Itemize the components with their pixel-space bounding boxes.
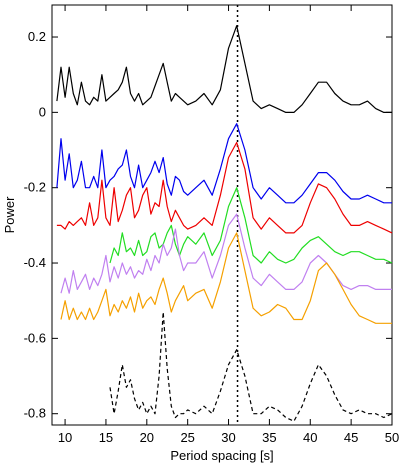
x-tick-label: 35	[262, 430, 276, 445]
y-tick-label: -0.6	[24, 330, 46, 345]
series-line	[109, 311, 393, 422]
x-tick-label: 25	[180, 430, 194, 445]
series-line	[60, 232, 392, 324]
x-tick-label: 30	[221, 430, 235, 445]
x-axis-label: Period spacing [s]	[170, 448, 273, 463]
x-tick-label: 50	[385, 430, 399, 445]
series-line	[60, 213, 392, 294]
y-tick-label: -0.4	[24, 255, 46, 270]
x-tick-label: 20	[140, 430, 154, 445]
x-tick-label: 40	[303, 430, 317, 445]
y-tick-label: 0.2	[28, 29, 46, 44]
series-line	[109, 187, 393, 264]
y-tick-label: 0	[39, 104, 46, 119]
series-line	[56, 141, 393, 234]
x-tick-label: 45	[344, 430, 358, 445]
y-tick-label: -0.2	[24, 180, 46, 195]
x-tick-label: 10	[58, 430, 72, 445]
series-line	[56, 25, 392, 113]
series-line	[56, 123, 392, 204]
plot-frame	[51, 4, 393, 426]
y-axis-label: Power	[2, 196, 17, 234]
x-tick-label: 15	[99, 430, 113, 445]
y-tick-label: -0.8	[24, 406, 46, 421]
